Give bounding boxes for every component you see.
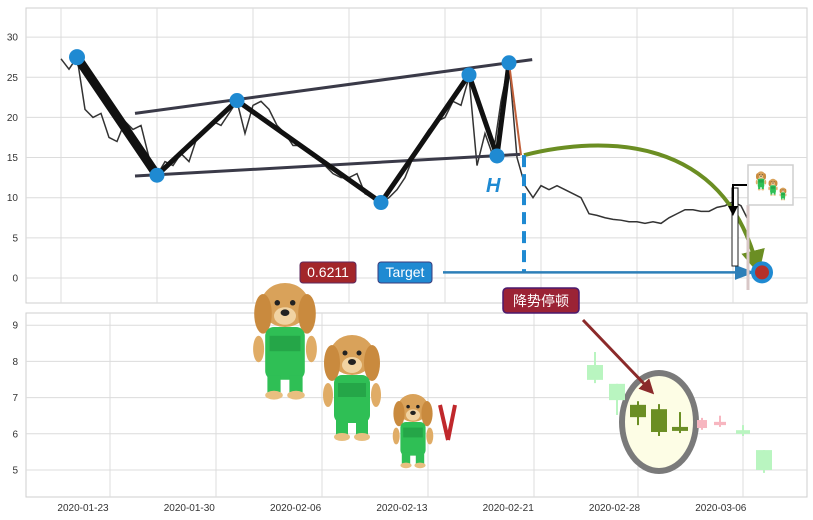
- candlesticks: [587, 351, 772, 473]
- candle-body: [587, 365, 603, 380]
- y-tick-label: 15: [7, 153, 19, 164]
- top-y-axis: 0 5 10 15 20 25 30: [7, 33, 19, 285]
- candle: [651, 404, 667, 436]
- x-tick-label: 2020-01-23: [57, 503, 109, 514]
- dog-with-pliers-icon: [392, 394, 457, 469]
- y-tick-label: 5: [12, 233, 18, 244]
- candle-body: [609, 383, 625, 401]
- candle: [609, 383, 625, 415]
- candle-body: [651, 409, 667, 432]
- bracket-arrow: [728, 184, 747, 267]
- x-tick-label: 2020-02-21: [483, 503, 535, 514]
- projection-arc-arrow: [523, 143, 765, 275]
- x-tick-label: 2020-03-06: [695, 503, 747, 514]
- candle: [714, 415, 726, 427]
- y-tick-label: 0: [12, 274, 18, 285]
- candle: [756, 450, 772, 473]
- candle: [736, 425, 750, 436]
- pivot-point: [149, 167, 165, 183]
- ratio-badge: 0.6211: [299, 261, 357, 284]
- y-tick-label: 30: [7, 33, 19, 44]
- svg-text:0.6211: 0.6211: [307, 264, 349, 280]
- bottom-y-axis: 5 6 7 8 9: [12, 321, 18, 477]
- svg-text:Target: Target: [386, 264, 425, 280]
- pivot-point: [489, 148, 505, 164]
- zigzag-segment: [154, 98, 240, 178]
- target-icon: [746, 205, 773, 290]
- x-tick-label: 2020-02-28: [589, 503, 641, 514]
- top-plot-area: [25, 7, 808, 304]
- y-tick-label: 10: [7, 193, 19, 204]
- y-tick-label: 6: [12, 429, 18, 440]
- zigzag-segment: [494, 60, 512, 159]
- pivot-point: [461, 67, 477, 83]
- zigzag-pattern: [72, 52, 522, 206]
- zigzag-segment: [378, 72, 472, 206]
- y-tick-label: 5: [12, 466, 18, 477]
- zigzag-segment: [466, 72, 500, 159]
- pivot-point: [373, 195, 389, 211]
- pause-arrow: [581, 318, 655, 395]
- zigzag-segment: [234, 98, 384, 206]
- pivot-point: [501, 55, 517, 71]
- pivot-point: [229, 93, 245, 109]
- zigzag-segment: [72, 52, 162, 180]
- x-tick-label: 2020-02-06: [270, 503, 322, 514]
- pivot-point: [69, 49, 85, 66]
- y-tick-label: 7: [12, 393, 18, 404]
- x-tick-label: 2020-01-30: [164, 503, 216, 514]
- target-badge: Target: [377, 261, 433, 284]
- candle: [587, 351, 603, 384]
- y-tick-label: 8: [12, 357, 18, 368]
- y-tick-label: 25: [7, 73, 19, 84]
- candle-body: [736, 430, 750, 434]
- y-tick-label: 9: [12, 321, 18, 332]
- candle-body: [672, 426, 688, 431]
- pause-badge: 降势停顿: [502, 287, 580, 314]
- svg-text:降势停顿: 降势停顿: [513, 293, 569, 309]
- top-grid: [26, 8, 807, 303]
- x-tick-label: 2020-02-13: [376, 503, 428, 514]
- height-label: H: [486, 175, 501, 197]
- candle-body: [756, 450, 772, 470]
- y-tick-label: 20: [7, 113, 19, 124]
- candle: [672, 412, 688, 434]
- candle-body: [630, 404, 646, 418]
- x-axis: 2020-01-23 2020-01-30 2020-02-06 2020-02-13…: [57, 503, 746, 514]
- price-line: [60, 55, 750, 225]
- pivot-points: [69, 49, 517, 211]
- candle: [630, 401, 646, 426]
- candle-body: [697, 420, 707, 429]
- zigzag-segment: [508, 62, 522, 156]
- candle-body: [714, 421, 726, 426]
- candle: [697, 417, 707, 430]
- mini-dogs-thumbnail-icon: [747, 164, 794, 206]
